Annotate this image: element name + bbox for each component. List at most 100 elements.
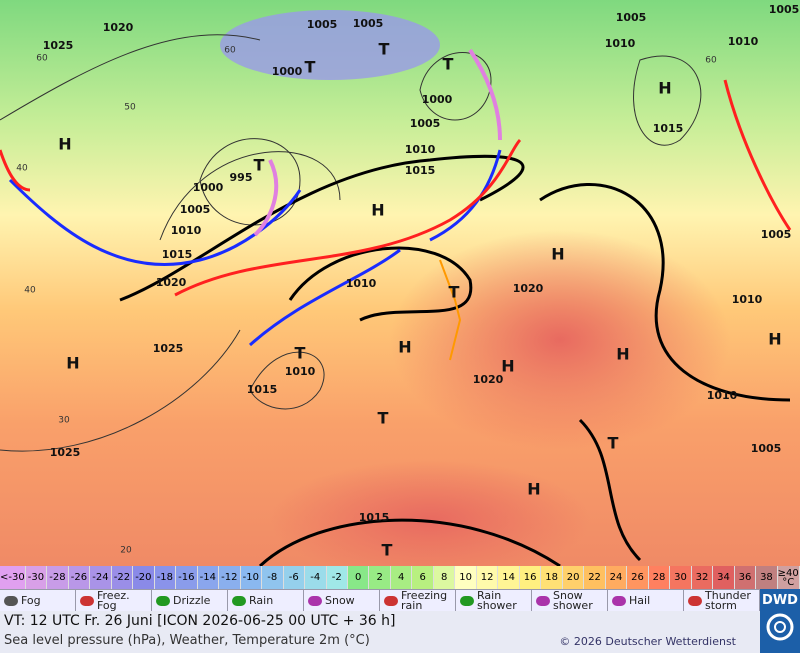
subtitle: Sea level pressure (hPa), Weather, Tempe… [4,633,370,648]
pressure-label: 1005 [353,17,384,30]
legend-label: Freez. Fog [97,589,130,612]
legend-item: Rain shower [456,590,532,612]
pressure-label: 1010 [346,277,377,290]
scale-cell: -12 [219,566,241,589]
scale-cell: 36 [734,566,757,589]
legend-label: Rain [249,594,274,607]
pressure-label: 1015 [405,164,436,177]
pressure-label: 1025 [50,446,81,459]
scale-cell: -20 [133,566,155,589]
legend-label: Fog [21,594,41,607]
legend-symbol [384,596,398,606]
legend-symbol [536,596,550,606]
cold-front [8,178,302,266]
isobar [0,34,261,121]
legend-label: Snow shower [553,589,593,612]
scale-cell: -4 [305,566,327,589]
cold-area [220,10,440,80]
legend-item: Snow [304,590,380,612]
pressure-label: 1005 [307,18,338,31]
scale-cell: -24 [90,566,112,589]
scale-cell: -26 [68,566,91,589]
legend-symbol [688,596,702,606]
high-pressure-label: H [658,79,671,98]
isobar [288,246,473,322]
latitude-label: 40 [24,286,36,296]
pressure-label: 1010 [728,35,759,48]
legend-item: Hail [608,590,684,612]
latitude-label: 60 [36,54,48,64]
pressure-label: 1010 [605,37,636,50]
pressure-label: 1020 [103,21,134,34]
pressure-label: 1015 [247,383,278,396]
low-pressure-label: T [295,344,306,363]
high-pressure-label: H [527,480,540,499]
high-pressure-label: H [371,201,384,220]
copyright: © 2026 Deutscher Wetterdienst [559,635,736,648]
pressure-label: 1005 [616,11,647,24]
scale-cell: ≥40 °C [777,566,800,589]
scale-cell: 16 [519,566,542,589]
low-pressure-label: T [449,283,460,302]
scale-cell: 30 [670,566,692,589]
scale-cell: -16 [176,566,198,589]
pressure-label: 1010 [405,143,436,156]
legend-symbol [156,596,170,606]
scale-cell: 4 [390,566,413,589]
scale-cell: 8 [433,566,456,589]
pressure-label: 1010 [171,224,202,237]
legend-item: Drizzle [152,590,228,612]
low-pressure-label: T [382,541,393,560]
legend-label: Hail [629,594,651,607]
pressure-label: 1015 [653,122,684,135]
scale-cell: 34 [713,566,735,589]
pressure-label: 1020 [473,373,504,386]
high-pressure-label: H [616,345,629,364]
scale-cell: -10 [240,566,263,589]
occlusion [468,48,502,141]
cold-front [248,248,401,347]
scale-cell: -22 [111,566,134,589]
legend-label: Snow [325,594,355,607]
pressure-label: 995 [230,171,253,184]
legend-symbol [232,596,246,606]
scale-cell: 12 [476,566,499,589]
logo: DWD [760,589,800,653]
scale-cell: -6 [283,566,306,589]
scale-cell: -18 [154,566,177,589]
isobar [249,351,325,410]
low-pressure-label: T [608,434,619,453]
legend-item: Freez. Fog [76,590,152,612]
scale-cell: 20 [562,566,585,589]
legend-label: Freezing rain [401,589,448,612]
legend-item: Rain [228,590,304,612]
scale-cell: 10 [455,566,477,589]
pressure-label: 1010 [707,389,738,402]
valid-time: VT: 12 UTC Fr. 26 Juni [ICON 2026-06-25 … [4,613,396,629]
scale-cell: 38 [756,566,778,589]
isobar [0,329,241,452]
high-pressure-label: H [58,135,71,154]
map: 60 60 60 50 40 40 30 20 1020 1025 1005 1005 1000 1005… [0,0,800,566]
legend-symbol [308,596,322,606]
pressure-label: 1005 [761,228,792,241]
scale-cell: 32 [691,566,714,589]
high-pressure-label: H [501,357,514,376]
legend-item: Thunder storm [684,590,760,612]
legend-symbol [612,596,626,606]
pressure-label: 1015 [162,248,193,261]
scale-cell: 18 [541,566,563,589]
pressure-label: 1005 [180,203,211,216]
latitude-label: 60 [705,56,717,66]
scale-cell: 22 [584,566,606,589]
scale-cell: -30 [25,566,48,589]
isobar [633,55,702,146]
low-pressure-label: T [443,55,454,74]
scale-cell: 28 [648,566,671,589]
warm-front [174,138,522,297]
scale-cell: 24 [605,566,628,589]
low-pressure-label: T [379,40,390,59]
scale-cell: 0 [347,566,370,589]
scale-cell: 14 [498,566,520,589]
warm-front [0,149,31,192]
